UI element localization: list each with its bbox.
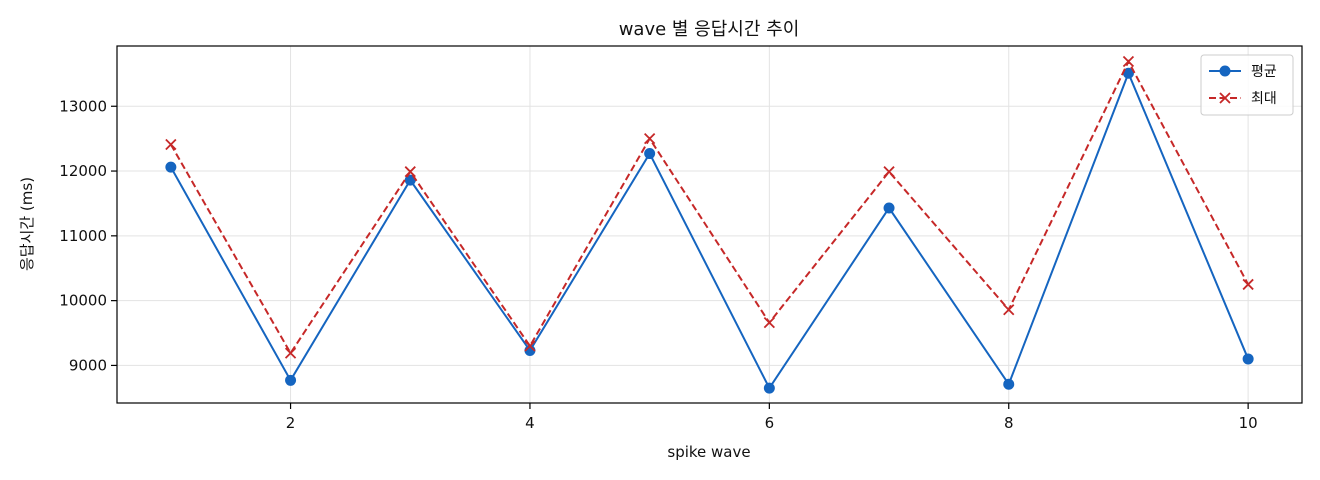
- data-point-1: [285, 374, 297, 386]
- series-layer: [165, 55, 1254, 394]
- chart-title: wave 별 응답시간 추이: [619, 19, 800, 40]
- data-point-1: [763, 382, 775, 394]
- x-tick-label: 4: [525, 414, 535, 432]
- data-point-1: [644, 148, 656, 160]
- x-tick-label: 8: [1004, 414, 1014, 432]
- series-line-2: [169, 59, 1250, 356]
- x-tick-label: 2: [286, 414, 296, 432]
- y-tick-label: 10000: [59, 292, 107, 310]
- data-point-2: [883, 166, 895, 178]
- x-tick-label: 10: [1239, 414, 1258, 432]
- grid: [117, 46, 1302, 403]
- data-point-1: [883, 202, 895, 214]
- series-line-1: [169, 70, 1250, 391]
- data-point-2: [404, 166, 416, 178]
- data-point-2: [1122, 55, 1135, 68]
- x-tick-label: 6: [765, 414, 775, 432]
- data-point-2: [763, 317, 775, 329]
- data-point-1: [1003, 378, 1015, 390]
- y-axis-label: 응답시간 (ms): [18, 177, 36, 271]
- legend-label: 평균: [1251, 64, 1277, 80]
- y-tick-label: 11000: [59, 227, 107, 245]
- data-point-2: [284, 347, 297, 359]
- legend-swatch-marker: [1219, 92, 1231, 104]
- y-tick-label: 13000: [59, 97, 107, 115]
- data-point-2: [165, 138, 177, 151]
- legend-swatch-marker: [1219, 65, 1231, 77]
- plot-frame: [116, 45, 1303, 404]
- y-tick-label: 9000: [69, 356, 107, 374]
- data-point-1: [165, 161, 177, 173]
- data-point-1: [1242, 353, 1254, 365]
- y-tick-label: 12000: [59, 162, 107, 180]
- data-point-2: [644, 133, 656, 145]
- data-point-2: [1003, 304, 1015, 316]
- data-point-2: [524, 340, 536, 352]
- x-axis-label: spike wave: [667, 443, 750, 461]
- axis-ticks: 2 4 6 8 10 9000 10000 11000 12000 13000: [59, 97, 1257, 432]
- data-point-2: [1242, 278, 1254, 291]
- legend-box: [1200, 54, 1294, 116]
- legend-label: 최대: [1251, 91, 1277, 107]
